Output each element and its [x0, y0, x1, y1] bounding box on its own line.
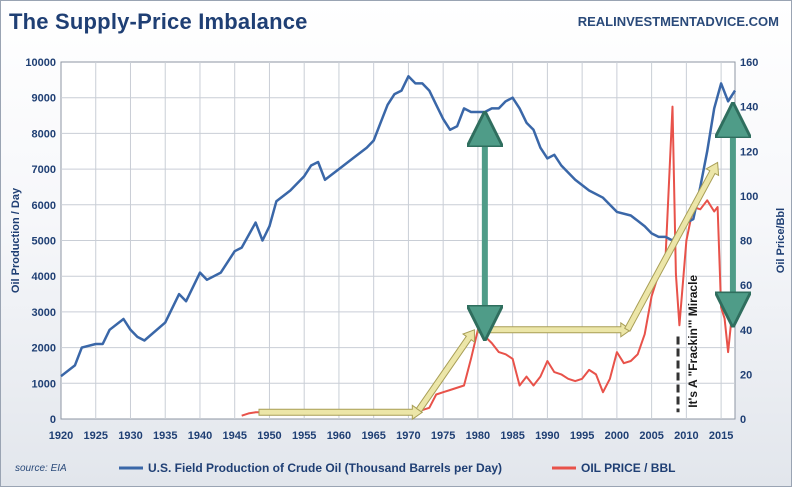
x-tick-label: 1995	[570, 430, 594, 442]
x-tick-label: 1955	[292, 430, 316, 442]
y-left-axis-label: Oil Production / Day	[10, 187, 22, 293]
x-tick-label: 1985	[500, 430, 524, 442]
y-right-tick-label: 160	[740, 57, 758, 69]
y-left-tick-label: 3000	[32, 307, 56, 319]
x-tick-label: 1980	[466, 430, 490, 442]
y-left-tick-label: 2000	[32, 343, 56, 355]
x-tick-label: 1925	[84, 430, 108, 442]
y-left-tick-label: 0	[50, 414, 56, 426]
x-tick-label: 2010	[674, 430, 698, 442]
y-right-tick-label: 100	[740, 191, 758, 203]
x-tick-label: 1935	[153, 430, 177, 442]
frackin-annotation: It's A "Frackin'" Miracle	[686, 275, 700, 408]
x-tick-label: 1965	[361, 430, 385, 442]
y-left-tick-label: 1000	[32, 378, 56, 390]
x-tick-label: 1920	[49, 430, 73, 442]
y-right-tick-label: 20	[740, 369, 752, 381]
x-tick-label: 1930	[118, 430, 142, 442]
y-right-tick-label: 80	[740, 236, 752, 248]
y-left-tick-label: 4000	[32, 271, 56, 283]
y-right-axis-label: Oil Price/Bbl	[775, 208, 787, 273]
x-tick-label: 1950	[257, 430, 281, 442]
y-left-tick-label: 8000	[32, 128, 56, 140]
source-note: source: EIA	[15, 463, 67, 474]
x-tick-label: 1960	[327, 430, 351, 442]
x-tick-label: 2000	[605, 430, 629, 442]
y-right-tick-label: 40	[740, 325, 752, 337]
x-tick-label: 1945	[222, 430, 246, 442]
y-right-tick-label: 0	[740, 414, 746, 426]
chart: 1920 1925 1930 1935 1940 1945 1950 1955 1960 1965…	[1, 1, 791, 486]
y-left-tick-label: 9000	[32, 93, 56, 105]
x-tick-label: 1975	[431, 430, 455, 442]
y-left-tick-label: 7000	[32, 164, 56, 176]
x-tick-label: 1970	[396, 430, 420, 442]
y-left-tick-label: 10000	[25, 57, 56, 69]
x-tick-label: 1990	[535, 430, 559, 442]
legend-label-production: U.S. Field Production of Crude Oil (Thou…	[148, 461, 502, 475]
y-left-tick-label: 5000	[32, 236, 56, 248]
x-tick-label: 1940	[188, 430, 212, 442]
y-right-tick-label: 60	[740, 280, 752, 292]
legend-label-price: OIL PRICE / BBL	[581, 461, 675, 475]
y-right-tick-label: 140	[740, 102, 758, 114]
x-tick-label: 2005	[639, 430, 663, 442]
y-left-tick-label: 6000	[32, 200, 56, 212]
chart-frame: The Supply-Price Imbalance REALINVESTMEN…	[0, 0, 792, 487]
x-tick-label: 2015	[709, 430, 733, 442]
y-right-tick-label: 120	[740, 146, 758, 158]
